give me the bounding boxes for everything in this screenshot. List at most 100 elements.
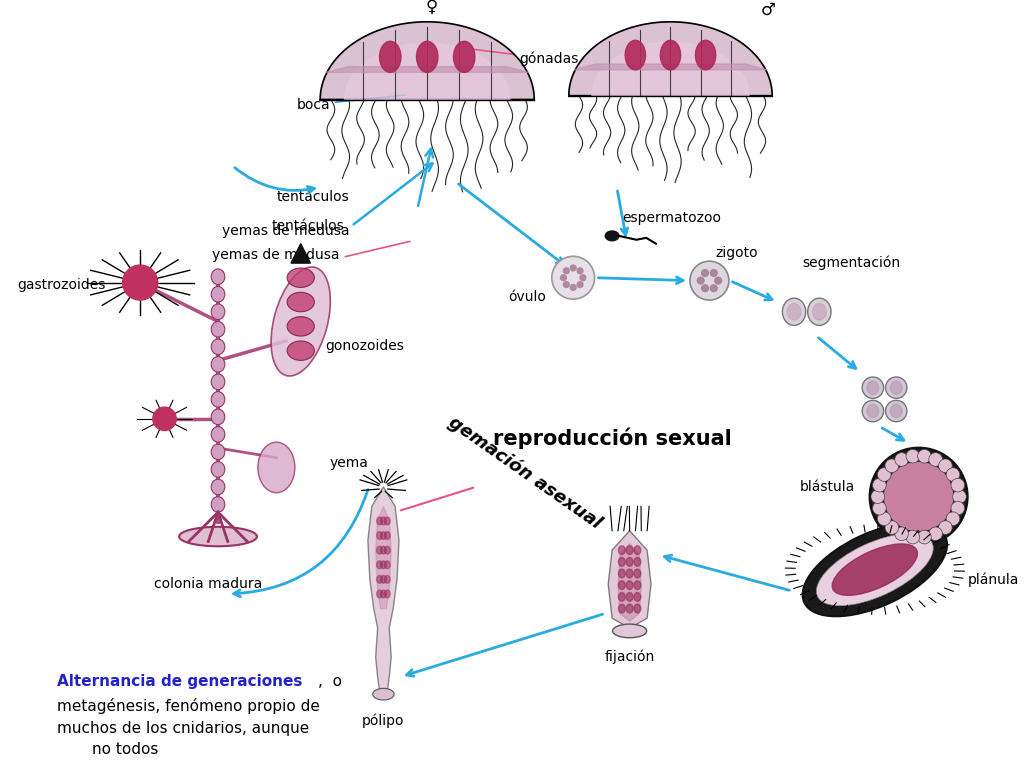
Ellipse shape — [626, 40, 645, 70]
Text: yemas de medusa: yemas de medusa — [212, 248, 340, 263]
Text: fijación: fijación — [604, 650, 654, 664]
Text: reproducción sexual: reproducción sexual — [493, 428, 731, 449]
Circle shape — [946, 468, 959, 482]
Ellipse shape — [618, 581, 626, 590]
Ellipse shape — [377, 517, 383, 525]
Ellipse shape — [634, 604, 641, 613]
Circle shape — [697, 277, 705, 284]
Circle shape — [701, 270, 709, 276]
Ellipse shape — [605, 231, 618, 240]
Ellipse shape — [782, 298, 806, 326]
Circle shape — [952, 490, 967, 504]
Text: ♀: ♀ — [426, 0, 438, 16]
Ellipse shape — [627, 546, 633, 554]
Polygon shape — [291, 243, 310, 263]
Ellipse shape — [381, 546, 386, 554]
Ellipse shape — [634, 558, 641, 566]
Ellipse shape — [627, 569, 633, 578]
Circle shape — [918, 449, 931, 463]
Ellipse shape — [287, 316, 314, 336]
Circle shape — [918, 530, 931, 544]
Ellipse shape — [384, 546, 390, 554]
Circle shape — [872, 478, 886, 492]
Ellipse shape — [211, 269, 225, 284]
Ellipse shape — [377, 575, 383, 583]
Ellipse shape — [618, 546, 626, 554]
Text: yemas de medusa: yemas de medusa — [222, 224, 349, 238]
Circle shape — [929, 452, 942, 466]
Ellipse shape — [211, 374, 225, 389]
Text: muchos de los cnidarios, aunque: muchos de los cnidarios, aunque — [57, 720, 309, 736]
Circle shape — [153, 407, 176, 431]
Polygon shape — [344, 43, 510, 100]
Text: yema: yema — [330, 455, 369, 469]
Circle shape — [715, 277, 722, 284]
Text: óvulo: óvulo — [508, 290, 546, 304]
Ellipse shape — [211, 479, 225, 495]
Ellipse shape — [179, 527, 257, 546]
Polygon shape — [326, 67, 529, 72]
Circle shape — [939, 521, 952, 535]
Ellipse shape — [833, 544, 918, 595]
Ellipse shape — [211, 322, 225, 337]
Ellipse shape — [803, 523, 947, 616]
Ellipse shape — [211, 462, 225, 477]
Circle shape — [895, 452, 908, 466]
Ellipse shape — [660, 40, 681, 70]
Ellipse shape — [813, 303, 826, 320]
Ellipse shape — [384, 531, 390, 539]
Circle shape — [578, 282, 583, 287]
Ellipse shape — [211, 426, 225, 442]
Ellipse shape — [211, 409, 225, 425]
Polygon shape — [592, 42, 750, 96]
Text: colonia madura: colonia madura — [155, 578, 262, 591]
Ellipse shape — [258, 442, 295, 493]
Ellipse shape — [862, 400, 884, 422]
Ellipse shape — [862, 377, 884, 399]
Ellipse shape — [380, 41, 401, 72]
Ellipse shape — [454, 41, 475, 72]
Ellipse shape — [695, 40, 716, 70]
Ellipse shape — [634, 581, 641, 590]
Ellipse shape — [377, 590, 383, 598]
Circle shape — [885, 462, 952, 531]
Circle shape — [578, 268, 583, 273]
Ellipse shape — [891, 381, 902, 395]
Text: gemación asexual: gemación asexual — [444, 412, 604, 532]
Circle shape — [951, 478, 965, 492]
Text: zigoto: zigoto — [715, 247, 758, 260]
Text: pólipo: pólipo — [362, 713, 404, 728]
Ellipse shape — [634, 546, 641, 554]
Ellipse shape — [287, 293, 314, 312]
Circle shape — [906, 530, 920, 544]
Ellipse shape — [373, 688, 394, 700]
Text: ,  o: , o — [318, 674, 342, 689]
Ellipse shape — [627, 592, 633, 601]
Ellipse shape — [377, 531, 383, 539]
Circle shape — [871, 490, 885, 504]
Circle shape — [939, 459, 952, 472]
Ellipse shape — [211, 392, 225, 407]
Ellipse shape — [891, 404, 902, 418]
Text: tentáculos: tentáculos — [276, 190, 349, 204]
Circle shape — [123, 265, 158, 300]
Circle shape — [870, 448, 968, 545]
Circle shape — [701, 285, 709, 292]
Ellipse shape — [287, 341, 314, 360]
Circle shape — [690, 261, 729, 300]
Circle shape — [872, 502, 886, 515]
Ellipse shape — [787, 303, 801, 320]
Ellipse shape — [816, 534, 933, 606]
Ellipse shape — [381, 517, 386, 525]
Circle shape — [929, 527, 942, 541]
Ellipse shape — [381, 575, 386, 583]
Circle shape — [878, 512, 891, 525]
Circle shape — [563, 282, 569, 287]
Ellipse shape — [808, 298, 831, 326]
Polygon shape — [368, 487, 399, 691]
Ellipse shape — [634, 569, 641, 578]
Circle shape — [711, 270, 717, 276]
Polygon shape — [608, 531, 651, 628]
Ellipse shape — [886, 377, 907, 399]
Text: Alternancia de generaciones: Alternancia de generaciones — [57, 674, 303, 689]
